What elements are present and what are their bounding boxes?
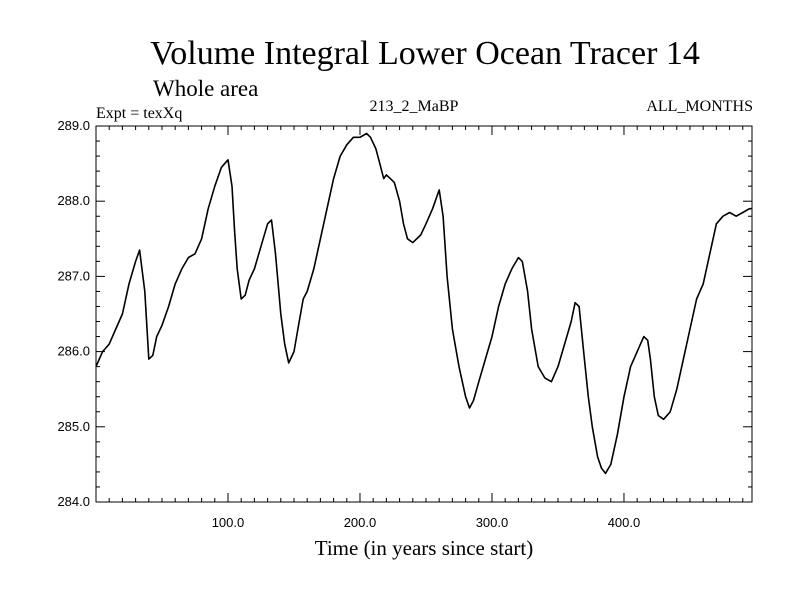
x-tick-label: 100.0	[212, 515, 245, 530]
y-tick-label: 286.0	[57, 344, 90, 359]
run-label: 213_2_MaBP	[370, 98, 459, 115]
x-axis: 100.0 200.0 300.0 400.0	[212, 126, 641, 530]
y-tick-label: 284.0	[57, 494, 90, 509]
y-axis: 284.0 285.0 286.0 287.0 288.0 289.0	[57, 118, 752, 509]
experiment-label: Expt = texXq	[96, 105, 182, 122]
chart-subtitle: Whole area	[153, 76, 258, 101]
chart-title: Volume Integral Lower Ocean Tracer 14	[150, 35, 700, 72]
y-tick-label: 285.0	[57, 419, 90, 434]
y-tick-label: 287.0	[57, 268, 90, 283]
y-tick-label: 289.0	[57, 118, 90, 133]
x-tick-label: 300.0	[476, 515, 509, 530]
x-tick-label: 200.0	[344, 515, 377, 530]
plot-frame	[95, 125, 753, 503]
x-axis-label: Time (in years since start)	[315, 536, 534, 560]
x-tick-label: 400.0	[608, 515, 641, 530]
data-series-line	[95, 132, 752, 475]
months-label: ALL_MONTHS	[646, 98, 753, 115]
y-tick-label: 288.0	[57, 193, 90, 208]
minor-ticks	[96, 126, 752, 502]
